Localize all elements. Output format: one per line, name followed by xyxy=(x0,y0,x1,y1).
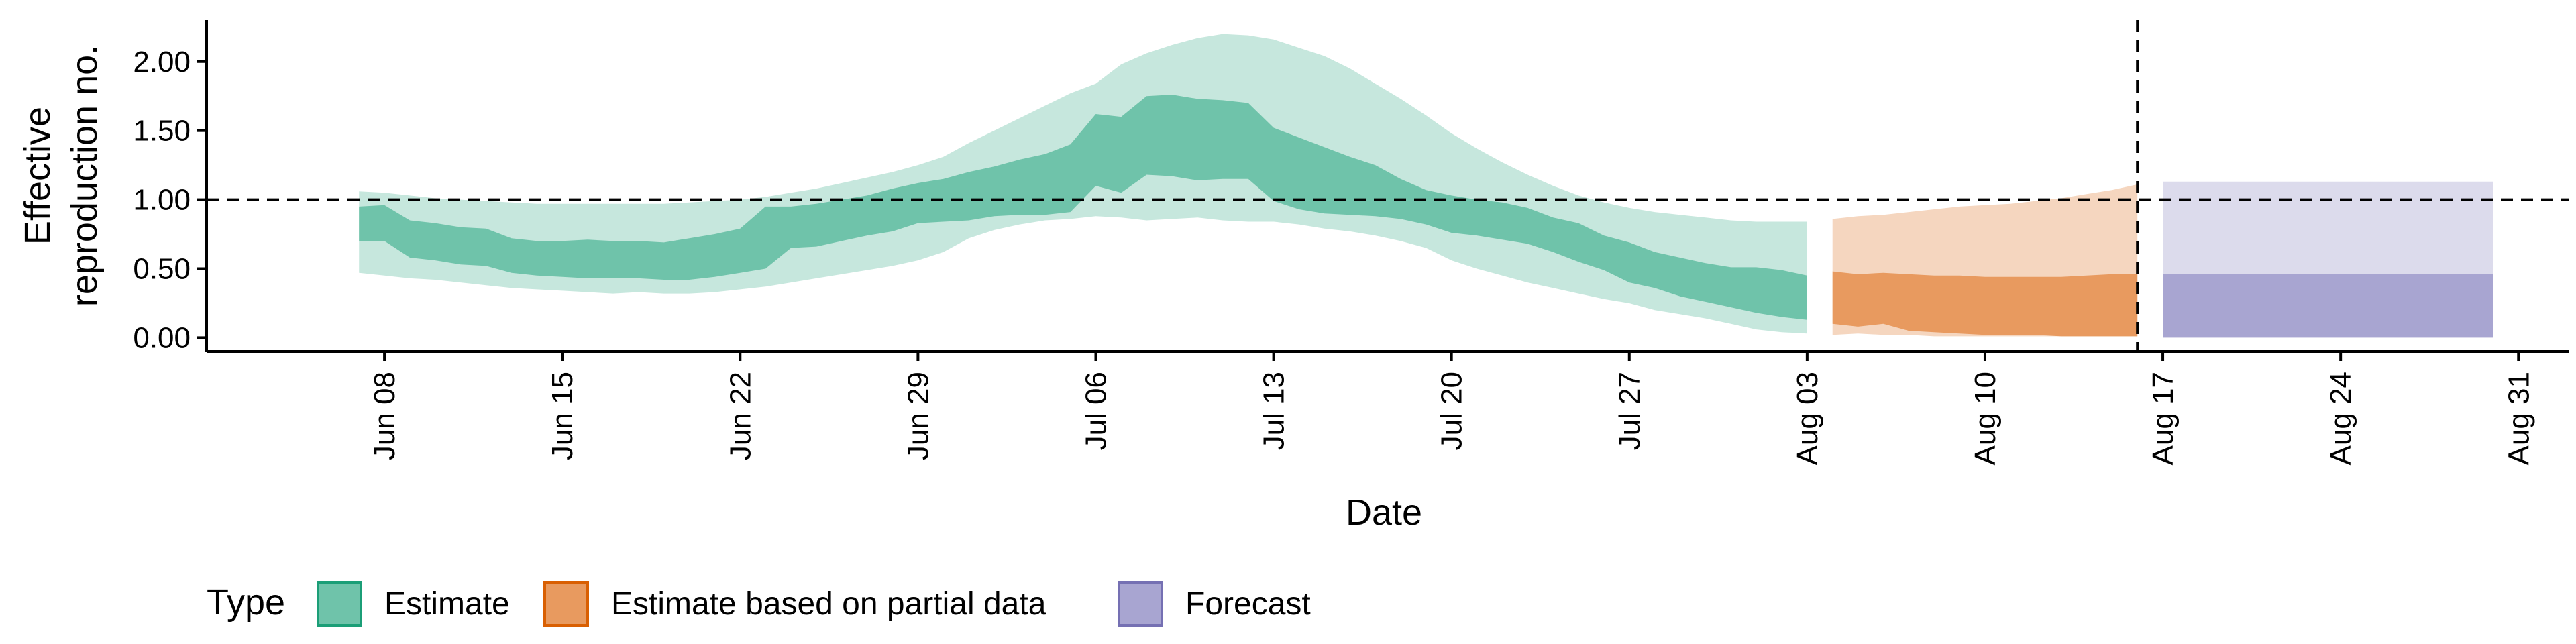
x-tick-label-5: Jul 13 xyxy=(1258,372,1291,450)
y-tick-label-4: 2.00 xyxy=(133,46,191,78)
y-axis-ticks: 0.00 0.50 1.00 1.50 2.00 xyxy=(133,46,207,354)
ribbon-layer xyxy=(359,34,2493,338)
x-tick-label-8: Aug 03 xyxy=(1791,372,1824,465)
x-tick-label-6: Jul 20 xyxy=(1436,372,1468,450)
legend-key-estimate xyxy=(317,581,362,627)
x-tick-label-3: Jun 29 xyxy=(902,372,934,460)
legend-title: Type xyxy=(207,582,285,623)
x-tick-label-11: Aug 24 xyxy=(2324,372,2357,465)
y-tick-label-3: 1.50 xyxy=(133,115,191,148)
band-50-estimate xyxy=(359,95,1807,320)
x-tick-label-0: Jun 08 xyxy=(368,372,401,460)
x-tick-label-10: Aug 17 xyxy=(2147,372,2180,465)
x-tick-label-4: Jul 06 xyxy=(1080,372,1113,450)
x-tick-label-7: Jul 27 xyxy=(1613,372,1646,450)
y-tick-label-2: 1.00 xyxy=(133,184,191,217)
x-tick-label-1: Jun 15 xyxy=(546,372,579,460)
legend-label-estimate: Estimate xyxy=(384,586,510,622)
legend-label-partial-data: Estimate based on partial data xyxy=(611,586,1046,622)
y-axis-title-line-1: Effective xyxy=(17,107,58,245)
legend-key-partial-data xyxy=(543,581,589,627)
x-axis-ticks: Jun 08 Jun 15 Jun 22 Jun 29 Jul 06 Jul 13 Jul … xyxy=(368,352,2535,465)
y-axis-title-line-2: reproduction no. xyxy=(64,45,105,307)
x-axis-title: Date xyxy=(1346,492,1422,533)
x-tick-label-12: Aug 31 xyxy=(2502,372,2535,465)
legend-key-forecast xyxy=(1118,581,1163,627)
legend-label-forecast: Forecast xyxy=(1185,586,1311,622)
x-tick-label-2: Jun 22 xyxy=(724,372,757,460)
y-tick-label-0: 0.00 xyxy=(133,321,191,354)
band-50-forecast xyxy=(2163,274,2493,338)
x-tick-label-9: Aug 10 xyxy=(1969,372,2002,465)
legend: Type Estimate Estimate based on partial … xyxy=(207,581,1311,627)
band-50-estimate-based-on-partial-data xyxy=(1832,271,2138,337)
y-tick-label-1: 0.50 xyxy=(133,253,191,286)
